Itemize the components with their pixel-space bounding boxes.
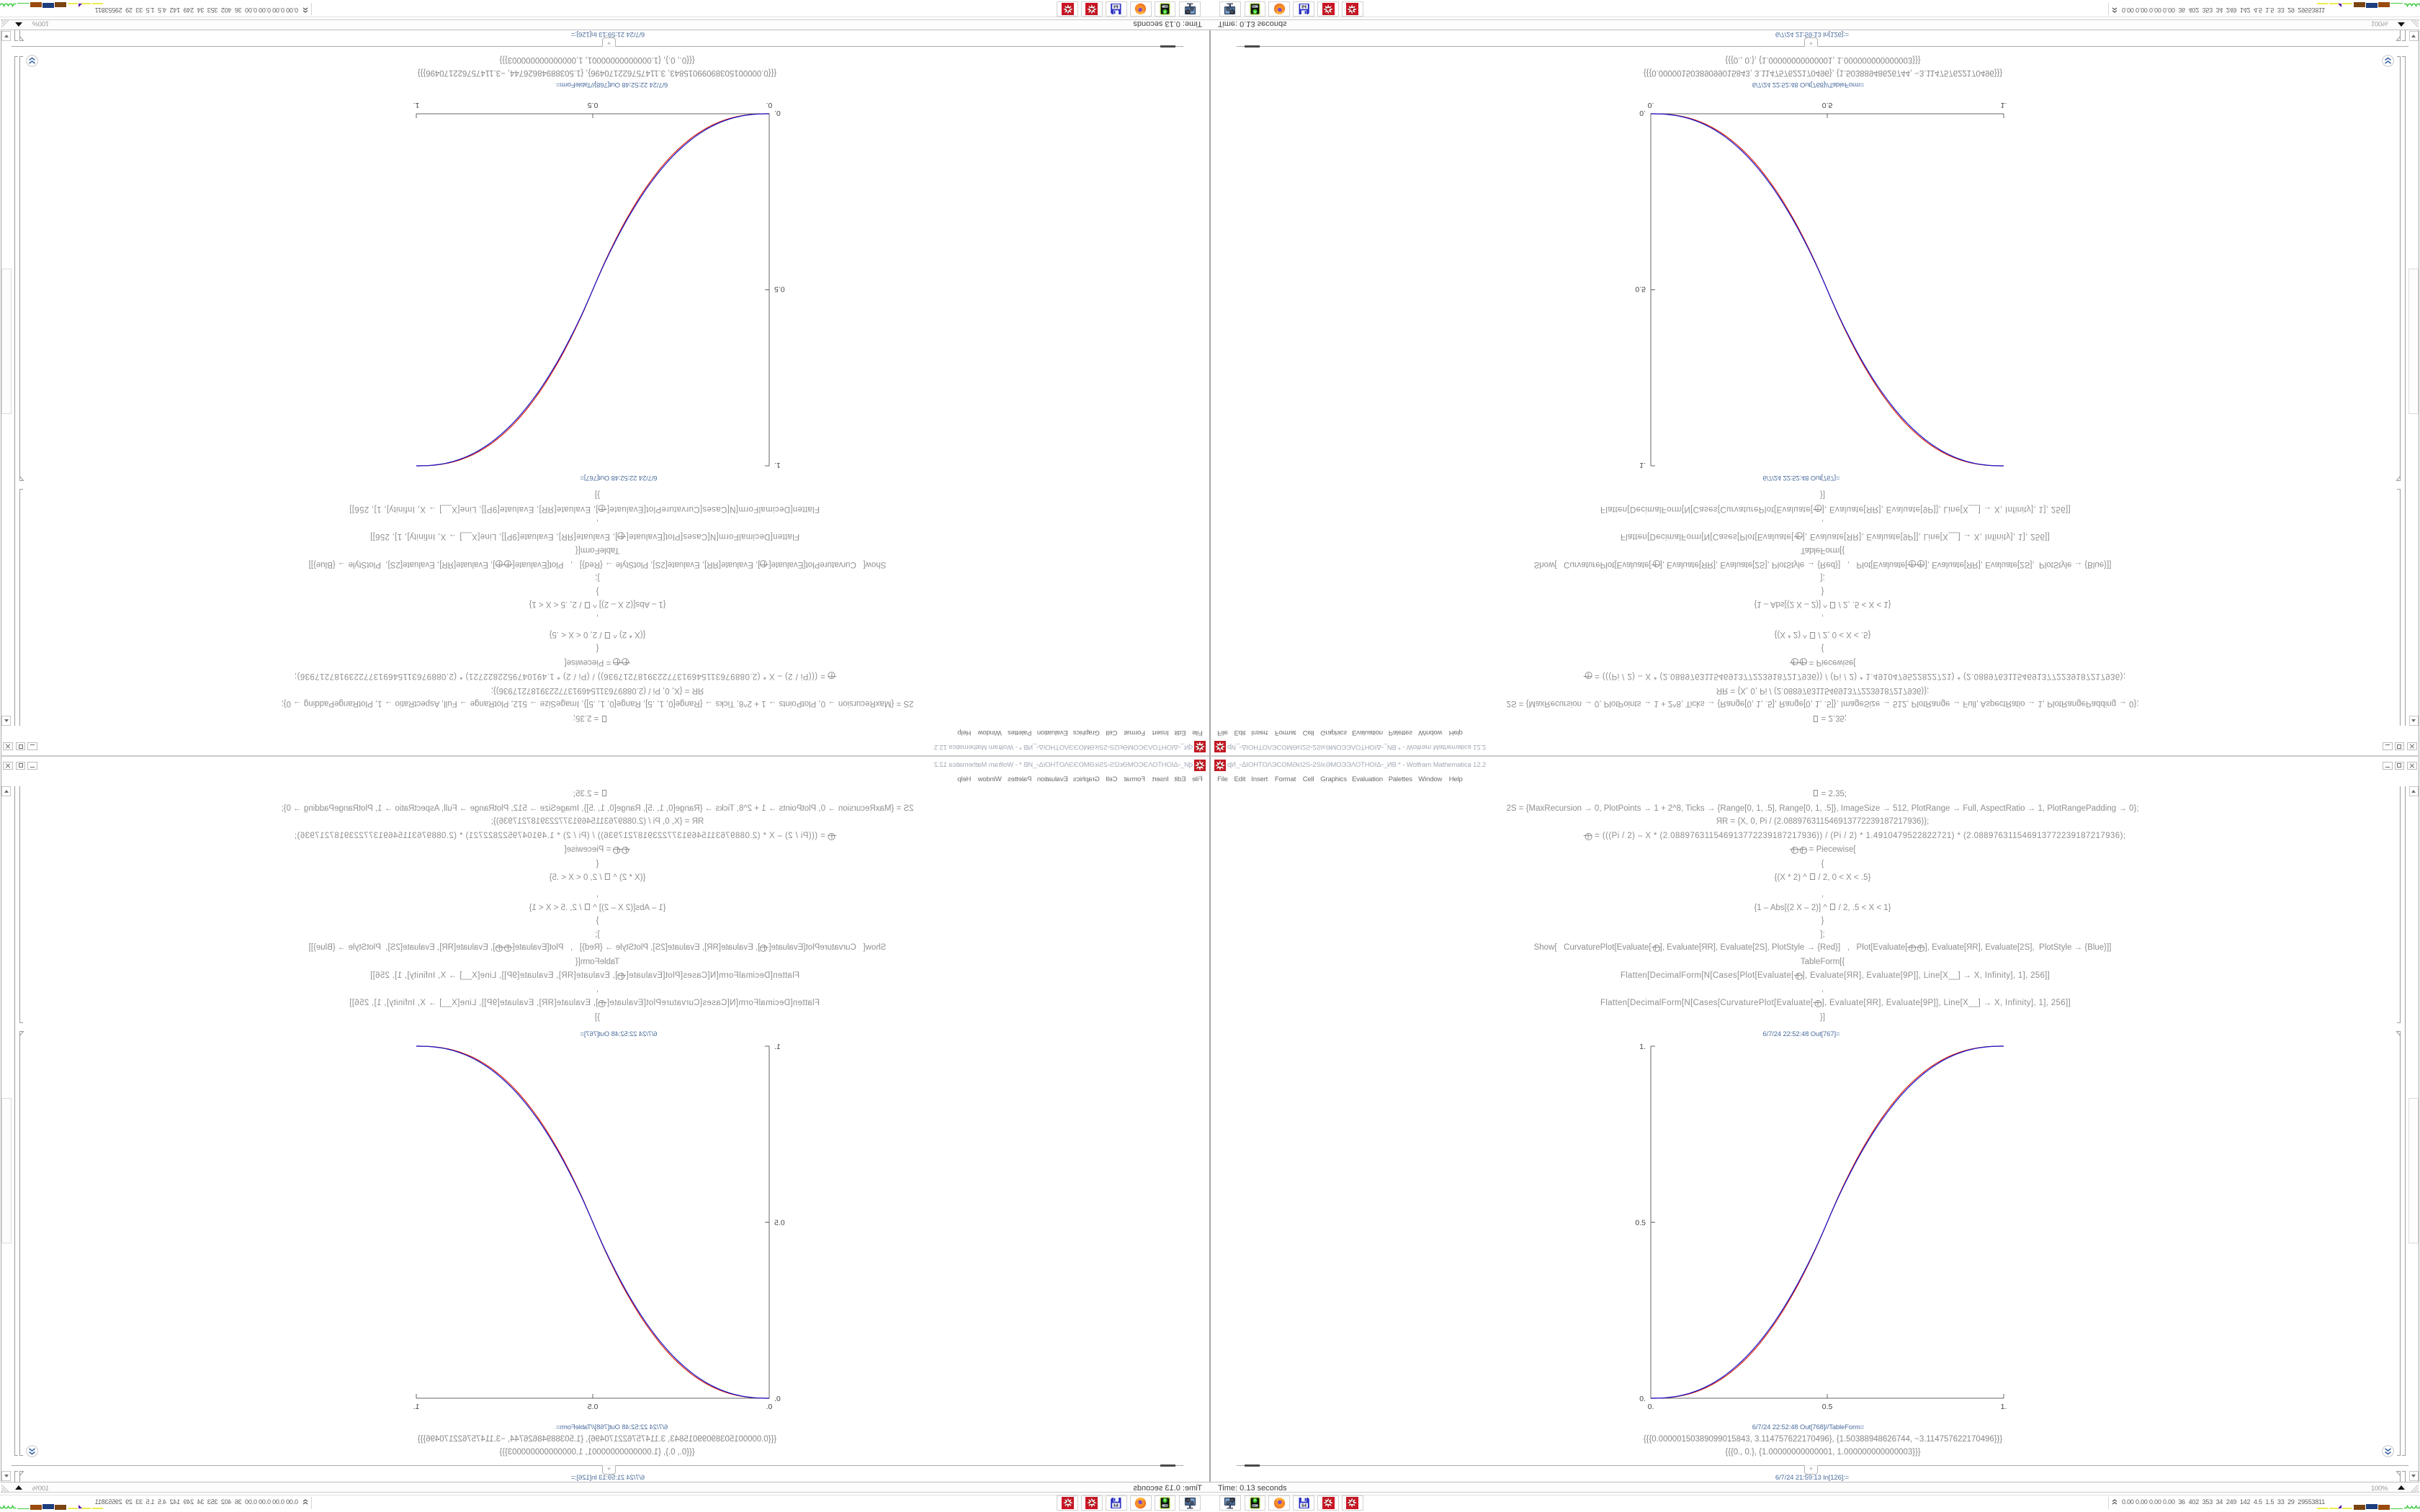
svg-text:0.5: 0.5: [1635, 1219, 1646, 1228]
svg-text:0.: 0.: [766, 101, 773, 109]
svg-text:0.5: 0.5: [1635, 285, 1646, 294]
svg-text:0.: 0.: [774, 109, 781, 117]
svg-text:1.: 1.: [1639, 1043, 1646, 1051]
svg-text:0.: 0.: [1639, 1395, 1646, 1403]
svg-text:1.: 1.: [774, 1043, 781, 1051]
svg-text:0.: 0.: [1648, 1403, 1654, 1411]
svg-text:0.: 0.: [1648, 101, 1654, 109]
svg-text:1.: 1.: [2001, 1403, 2007, 1411]
svg-text:0.5: 0.5: [774, 285, 785, 294]
svg-text:0.5: 0.5: [1822, 1403, 1833, 1411]
svg-text:0.: 0.: [1639, 109, 1646, 117]
svg-text:0.5: 0.5: [774, 1219, 785, 1228]
svg-text:1.: 1.: [2001, 101, 2007, 109]
svg-text:64: 64: [1113, 1504, 1119, 1508]
svg-text:64: 64: [1113, 4, 1119, 8]
svg-text:1.: 1.: [413, 101, 420, 109]
svg-text:1.: 1.: [1639, 461, 1646, 469]
svg-text:64: 64: [1301, 1504, 1307, 1508]
svg-text:0.: 0.: [766, 1403, 773, 1411]
svg-text:64: 64: [1301, 4, 1307, 8]
svg-text:0.: 0.: [774, 1395, 781, 1403]
svg-text:1.: 1.: [774, 461, 781, 469]
svg-text:1.: 1.: [413, 1403, 420, 1411]
svg-text:0.5: 0.5: [588, 101, 599, 109]
svg-text:0.5: 0.5: [1822, 101, 1833, 109]
svg-text:0.5: 0.5: [588, 1403, 599, 1411]
